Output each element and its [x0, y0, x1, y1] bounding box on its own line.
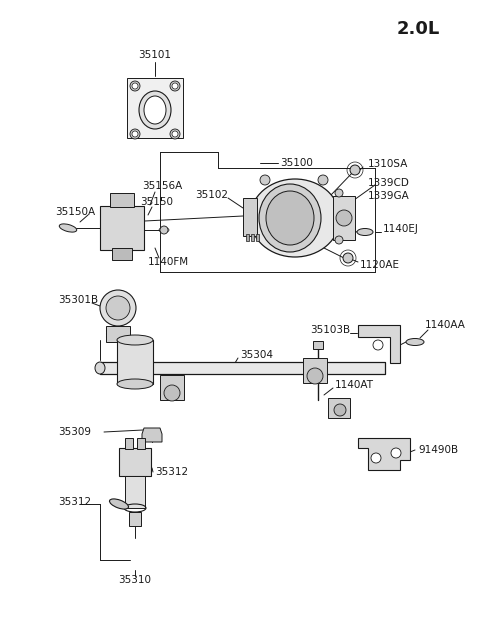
- Text: 1310SA: 1310SA: [368, 159, 408, 169]
- Text: 35310: 35310: [119, 575, 152, 585]
- Circle shape: [307, 368, 323, 384]
- Circle shape: [391, 448, 401, 458]
- Bar: [303, 358, 327, 383]
- Circle shape: [164, 385, 180, 401]
- Text: 1140AT: 1140AT: [335, 380, 374, 390]
- Text: 1140EJ: 1140EJ: [383, 224, 419, 234]
- Text: 91490B: 91490B: [418, 445, 458, 455]
- Bar: [246, 234, 249, 241]
- Bar: [328, 398, 350, 418]
- Ellipse shape: [259, 184, 321, 252]
- Circle shape: [335, 189, 343, 197]
- Circle shape: [170, 81, 180, 91]
- Circle shape: [334, 404, 346, 416]
- Bar: [125, 476, 145, 508]
- Bar: [313, 341, 323, 349]
- Bar: [125, 438, 133, 449]
- Text: 1140AA: 1140AA: [425, 320, 466, 330]
- Circle shape: [170, 129, 180, 139]
- Circle shape: [100, 290, 136, 326]
- Circle shape: [172, 131, 178, 137]
- Bar: [119, 448, 151, 476]
- Circle shape: [132, 83, 138, 89]
- Ellipse shape: [117, 379, 153, 389]
- Ellipse shape: [95, 362, 105, 374]
- Bar: [127, 78, 183, 138]
- Text: 35101: 35101: [139, 50, 171, 60]
- Ellipse shape: [59, 224, 77, 232]
- Text: 35150A: 35150A: [55, 207, 95, 217]
- Circle shape: [106, 296, 130, 320]
- Bar: [117, 340, 153, 384]
- Text: 35301B: 35301B: [58, 295, 98, 305]
- Text: 2.0L: 2.0L: [397, 20, 440, 38]
- Ellipse shape: [357, 228, 373, 235]
- Text: 35304: 35304: [240, 350, 273, 360]
- Ellipse shape: [250, 179, 340, 257]
- Bar: [137, 438, 145, 449]
- Text: 1140FM: 1140FM: [148, 257, 189, 267]
- Bar: [160, 375, 184, 400]
- Circle shape: [350, 165, 360, 175]
- Circle shape: [130, 129, 140, 139]
- Circle shape: [373, 340, 383, 350]
- Bar: [110, 193, 134, 207]
- Text: 35102: 35102: [195, 190, 228, 200]
- Circle shape: [343, 253, 353, 263]
- Text: 35312: 35312: [155, 467, 188, 477]
- Text: 1339CD: 1339CD: [368, 178, 410, 188]
- Circle shape: [335, 236, 343, 244]
- Text: 35156A: 35156A: [142, 181, 182, 191]
- Bar: [100, 206, 144, 250]
- Circle shape: [132, 131, 138, 137]
- Circle shape: [172, 83, 178, 89]
- Bar: [256, 234, 259, 241]
- Ellipse shape: [117, 335, 153, 345]
- Text: 35312: 35312: [58, 497, 91, 507]
- Polygon shape: [142, 428, 162, 442]
- Circle shape: [260, 175, 270, 185]
- Circle shape: [160, 226, 168, 234]
- Text: 35309: 35309: [58, 427, 91, 437]
- Polygon shape: [358, 438, 410, 470]
- Ellipse shape: [139, 91, 171, 129]
- Ellipse shape: [109, 499, 129, 509]
- Bar: [100, 362, 385, 374]
- Bar: [129, 512, 141, 526]
- Circle shape: [336, 210, 352, 226]
- Bar: [333, 196, 355, 240]
- Bar: [112, 248, 132, 260]
- Ellipse shape: [266, 191, 314, 245]
- Bar: [106, 326, 130, 342]
- Text: 35103B: 35103B: [310, 325, 350, 335]
- Text: 35100: 35100: [280, 158, 313, 168]
- Circle shape: [130, 81, 140, 91]
- Text: 1120AE: 1120AE: [360, 260, 400, 270]
- Bar: [243, 198, 257, 236]
- Ellipse shape: [144, 96, 166, 124]
- Text: 35150: 35150: [140, 197, 173, 207]
- Circle shape: [371, 453, 381, 463]
- Polygon shape: [358, 325, 400, 363]
- Ellipse shape: [406, 338, 424, 345]
- Bar: [251, 234, 254, 241]
- Circle shape: [318, 175, 328, 185]
- Text: 1339GA: 1339GA: [368, 191, 410, 201]
